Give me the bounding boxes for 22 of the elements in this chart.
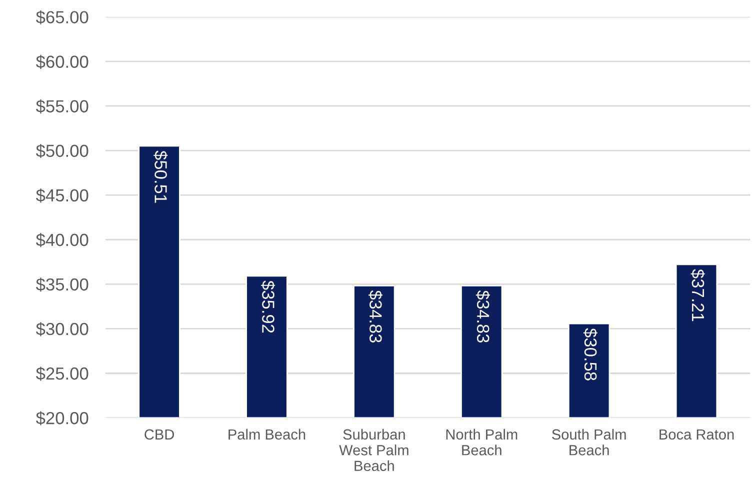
y-tick-label: $40.00 [36,233,88,248]
x-tick-label: South Palm Beach [552,428,626,456]
y-tick-label: $45.00 [36,188,88,203]
x-tick-label: Palm Beach [228,428,306,440]
x-tick-label: Suburban West Palm Beach [339,428,408,472]
x-tick-label: Boca Raton [660,429,734,440]
x-tick-label: CBD [144,429,174,440]
y-tick-label: $35.00 [36,278,88,292]
y-tick-label: $20.00 [36,411,88,426]
x-tick-label: North Palm Beach [446,428,518,456]
y-tick-label: $55.00 [36,99,88,114]
y-tick-label: $60.00 [36,54,88,69]
data-label: $30.58 [583,328,598,380]
data-label: $34.83 [476,290,490,342]
data-label: $50.51 [154,150,168,203]
data-label: $34.83 [368,290,383,342]
y-tick-label: $25.00 [36,366,88,381]
y-tick-label: $50.00 [36,144,88,158]
y-tick-label: $30.00 [36,322,88,336]
y-tick-label: $65.00 [36,10,88,24]
data-label: $37.21 [690,269,705,322]
data-label: $35.92 [261,280,276,333]
